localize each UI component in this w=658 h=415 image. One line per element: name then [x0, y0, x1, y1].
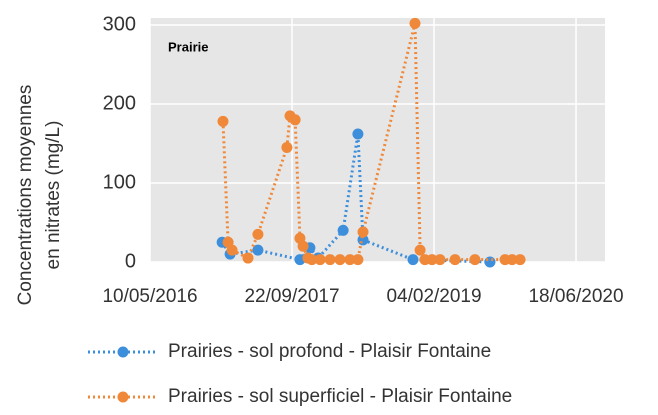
- data-point: [352, 254, 364, 266]
- data-point: [357, 226, 369, 238]
- y-axis-label: Concentrations moyennes: [15, 85, 36, 306]
- data-point: [506, 254, 518, 266]
- data-point: [484, 256, 496, 268]
- y-tick-label: 200: [103, 92, 136, 114]
- x-tick-label: 04/02/2019: [386, 286, 481, 307]
- x-tick-label: 18/06/2020: [528, 286, 623, 307]
- x-tick-label: 10/05/2016: [102, 286, 197, 307]
- data-point: [409, 17, 421, 29]
- data-point: [352, 128, 364, 140]
- data-point: [449, 254, 461, 266]
- data-point: [252, 228, 264, 240]
- data-point: [469, 254, 481, 266]
- data-point: [242, 252, 254, 264]
- data-point: [281, 141, 293, 153]
- legend-label: Prairies - sol profond - Plaisir Fontain…: [168, 341, 491, 362]
- data-point: [414, 244, 426, 256]
- data-point: [306, 254, 318, 266]
- data-point: [434, 254, 446, 266]
- y-tick-label: 300: [103, 13, 136, 35]
- data-point: [252, 244, 264, 256]
- annotation: Prairie: [168, 39, 208, 54]
- y-axis-label: en nitrates (mg/L): [43, 121, 64, 270]
- data-point: [407, 254, 419, 266]
- plot-background: [150, 18, 605, 262]
- data-point: [426, 254, 438, 266]
- y-tick-label: 0: [125, 250, 136, 272]
- data-point: [226, 244, 238, 256]
- data-point: [514, 254, 526, 266]
- data-point: [289, 114, 301, 126]
- data-point: [324, 254, 336, 266]
- data-point: [217, 115, 229, 127]
- data-point: [297, 240, 309, 252]
- legend-marker: [117, 391, 129, 403]
- x-tick-label: 22/09/2017: [244, 286, 339, 307]
- data-point: [337, 224, 349, 236]
- legend-marker: [117, 346, 129, 358]
- y-tick-label: 100: [103, 171, 136, 193]
- data-point: [334, 254, 346, 266]
- data-point: [344, 254, 356, 266]
- legend-label: Prairies - sol superficiel - Plaisir Fon…: [168, 386, 512, 407]
- data-point: [314, 254, 326, 266]
